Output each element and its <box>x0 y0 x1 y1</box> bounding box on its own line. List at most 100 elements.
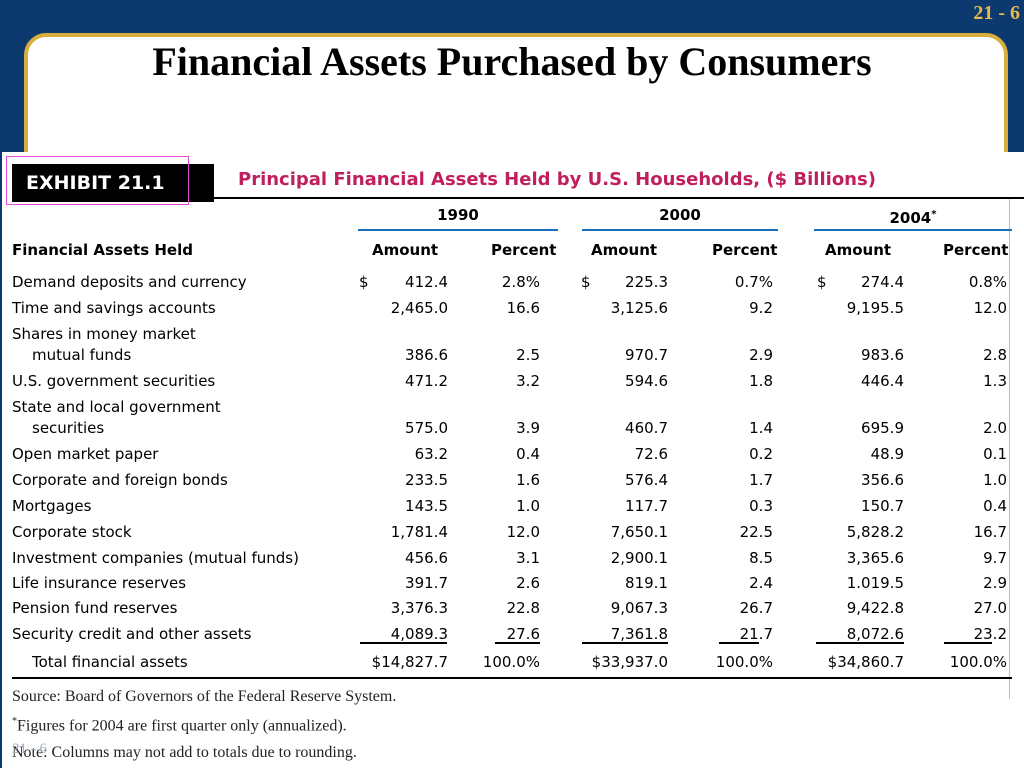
year-rule-1990 <box>358 229 558 231</box>
table-cell: 23.2 <box>973 625 1007 643</box>
row-label: Security credit and other assets <box>12 625 252 643</box>
table-cell: 391.7 <box>405 574 448 592</box>
year-header-2000: 2000 <box>659 206 701 224</box>
table-cell: 21.7 <box>739 625 773 643</box>
table-cell: 16.6 <box>506 299 540 317</box>
table-cell: 446.4 <box>861 372 904 390</box>
table-cell: 1.7 <box>749 471 773 489</box>
table-cell: 225.3 <box>625 273 668 291</box>
table-cell: 233.5 <box>405 471 448 489</box>
footnote-mark: * <box>12 716 17 727</box>
table-cell: 2.9 <box>983 574 1007 592</box>
table-cell: 63.2 <box>414 445 448 463</box>
row-label: Corporate stock <box>12 523 132 541</box>
col-header-2000-percent: Percent <box>712 241 778 259</box>
footnote: *Figures for 2004 are first quarter only… <box>12 716 347 735</box>
table-cell: 2,900.1 <box>610 549 668 567</box>
table-cell: 2.0 <box>983 419 1007 437</box>
table-cell: 3,125.6 <box>610 299 668 317</box>
row-label: Pension fund reserves <box>12 599 178 617</box>
table-cell: 48.9 <box>870 445 904 463</box>
table-cell: 16.7 <box>973 523 1007 541</box>
total-cell: 100.0% <box>949 653 1007 671</box>
slide-title: Financial Assets Purchased by Consumers <box>152 39 872 84</box>
table-cell: 594.6 <box>625 372 668 390</box>
row-label: mutual funds <box>32 346 132 364</box>
table-cell: 3.9 <box>516 419 540 437</box>
table-cell: 1,781.4 <box>390 523 448 541</box>
table-cell: 1.0 <box>983 471 1007 489</box>
table-cell: 0.8% <box>968 273 1007 291</box>
sum-rule <box>582 642 668 644</box>
table-cell: 1.8 <box>749 372 773 390</box>
exhibit-label: EXHIBIT 21.1 <box>12 164 214 202</box>
table-cell: 0.7% <box>734 273 773 291</box>
right-edge-line <box>1009 199 1010 699</box>
table-cell: 970.7 <box>625 346 668 364</box>
table-cell: 0.4 <box>516 445 540 463</box>
table-cell: 356.6 <box>861 471 904 489</box>
table-cell: 72.6 <box>634 445 668 463</box>
row-label: Life insurance reserves <box>12 574 187 592</box>
table-cell: 0.4 <box>983 497 1007 515</box>
total-rule <box>12 677 1012 679</box>
table-cell: 27.0 <box>973 599 1007 617</box>
table-cell: 7,650.1 <box>610 523 668 541</box>
table-cell: 412.4 <box>405 273 448 291</box>
table-cell: 3.2 <box>516 372 540 390</box>
table-cell: 2.4 <box>749 574 773 592</box>
table-cell: 2.5 <box>516 346 540 364</box>
table-cell: 456.6 <box>405 549 448 567</box>
table-cell: 2.6 <box>516 574 540 592</box>
table-cell: 150.7 <box>861 497 904 515</box>
total-label: Total financial assets <box>32 653 188 671</box>
total-cell: 100.0% <box>715 653 773 671</box>
year-header-2004: 2004* <box>814 206 1012 227</box>
table-cell: 2,465.0 <box>390 299 448 317</box>
row-label: Shares in money market <box>12 325 196 343</box>
table-cell: 8,072.6 <box>846 625 904 643</box>
table-cell: 27.6 <box>506 625 540 643</box>
row-label: Demand deposits and currency <box>12 273 247 291</box>
table-cell: 576.4 <box>625 471 668 489</box>
total-cell: $14,827.7 <box>371 653 448 671</box>
table-cell: 143.5 <box>405 497 448 515</box>
table-cell: 1.3 <box>983 372 1007 390</box>
table-cell: 22.8 <box>506 599 540 617</box>
table-cell: 1.0 <box>516 497 540 515</box>
table-cell: 274.4 <box>861 273 904 291</box>
table-cell: 3,376.3 <box>390 599 448 617</box>
total-cell: 100.0% <box>482 653 540 671</box>
slide-number: 21 - 6 <box>973 2 1020 24</box>
table-cell: 26.7 <box>739 599 773 617</box>
table-cell: 12.0 <box>973 299 1007 317</box>
table-cell: 1.019.5 <box>846 574 904 592</box>
table-cell: 695.9 <box>861 419 904 437</box>
table-cell: 9,067.3 <box>610 599 668 617</box>
table-cell: 117.7 <box>625 497 668 515</box>
table-cell: 12.0 <box>506 523 540 541</box>
exhibit-title: Principal Financial Assets Held by U.S. … <box>238 169 876 190</box>
table-cell: 9.2 <box>749 299 773 317</box>
table-cell: 5,828.2 <box>846 523 904 541</box>
sum-rule <box>816 642 904 644</box>
row-label: securities <box>32 419 105 437</box>
col-header-2000-amount: Amount <box>591 241 658 259</box>
col-header-1990-percent: Percent <box>491 241 557 259</box>
row-label: Mortgages <box>12 497 92 515</box>
table-cell: 22.5 <box>739 523 773 541</box>
dollar-sign: $ <box>581 273 591 291</box>
row-label: State and local government <box>12 398 221 416</box>
row-header: Financial Assets Held <box>12 241 193 259</box>
table-cell: 9.7 <box>983 549 1007 567</box>
year-rule-2004 <box>814 229 1012 231</box>
table-cell: 575.0 <box>405 419 448 437</box>
table-cell: 3,365.6 <box>846 549 904 567</box>
dollar-sign: $ <box>359 273 369 291</box>
col-header-1990-amount: Amount <box>372 241 439 259</box>
row-label: Investment companies (mutual funds) <box>12 549 299 567</box>
year-header-1990: 1990 <box>437 206 479 224</box>
sum-rule <box>944 642 992 644</box>
table-cell: 386.6 <box>405 346 448 364</box>
table-cell: 7,361.8 <box>610 625 668 643</box>
